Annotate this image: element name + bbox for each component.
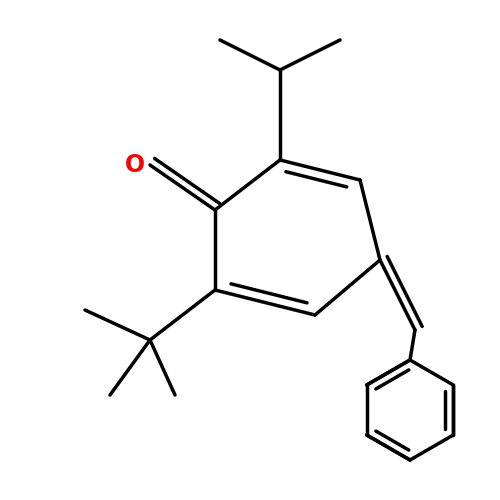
Text: O: O <box>125 153 145 177</box>
